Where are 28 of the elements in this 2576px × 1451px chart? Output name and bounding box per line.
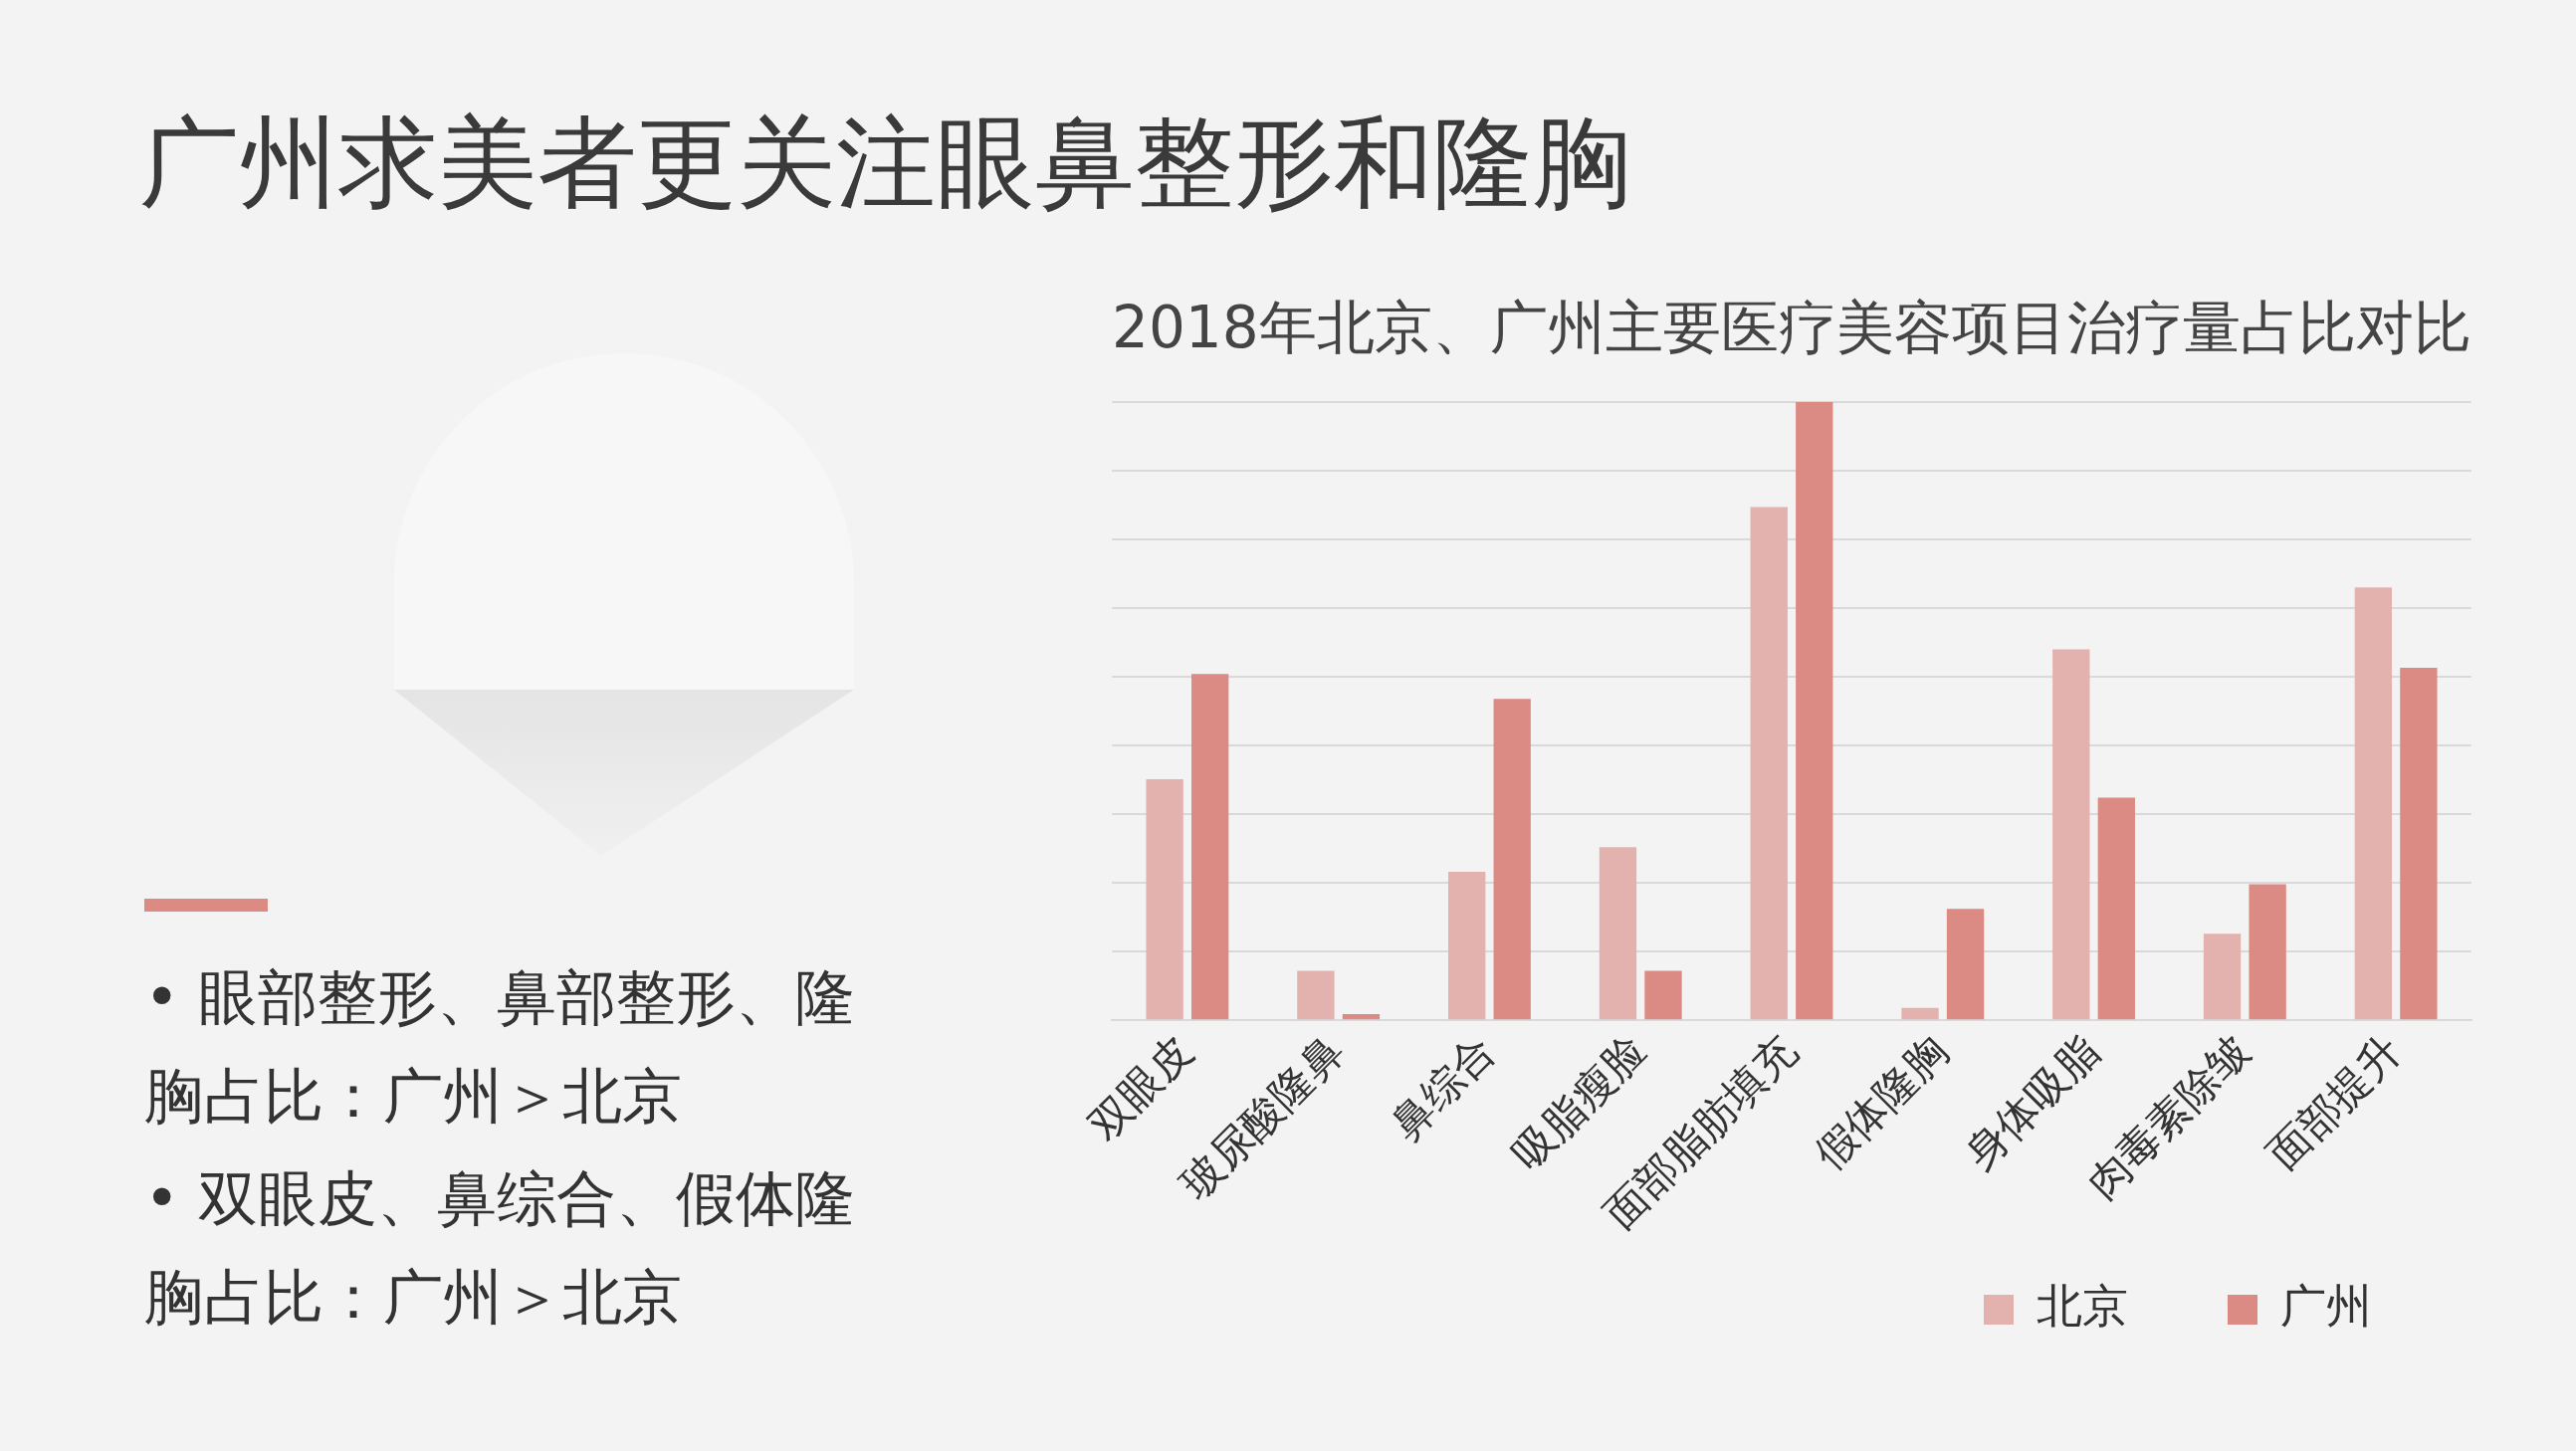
legend-label: 广州 [2280,1278,2372,1333]
bar [2097,797,2135,1020]
bar [1297,970,1335,1020]
bar [1901,1007,1939,1020]
text: • 双眼皮、鼻综合、假体隆胸占比：广州＞北京 [144,1162,857,1334]
bar [2400,668,2438,1020]
bar [2249,884,2286,1020]
legend-label: 北京 [2037,1278,2128,1333]
chart-title: 广州求美者更关注眼鼻整形和隆胸 [139,104,1632,223]
bar [1493,699,1531,1020]
bar [1448,872,1486,1020]
chart-subtitle: 2018年北京、广州主要医疗美容项目治疗量占比对比 [1112,293,2471,363]
x-tick-label: 双眼皮 [1078,1026,1202,1149]
x-tick-label: 鼻综合 [1381,1026,1505,1149]
bar [2203,933,2242,1020]
bar [2052,649,2090,1020]
x-tick-label: 假体隆胸 [1805,1026,1958,1179]
bar [1750,507,1788,1020]
bar [1190,674,1229,1020]
bar [1946,909,1985,1020]
bar [1796,402,1833,1020]
bar [1342,1013,1381,1020]
bar [1599,847,1637,1020]
text: • 眼部整形、鼻部整形、隆胸占比：广州＞北京 [144,961,857,1133]
bar [1644,970,1682,1020]
x-tick-label: 面部提升 [2257,1026,2411,1179]
bar [2354,587,2393,1020]
bar [1146,778,1183,1020]
